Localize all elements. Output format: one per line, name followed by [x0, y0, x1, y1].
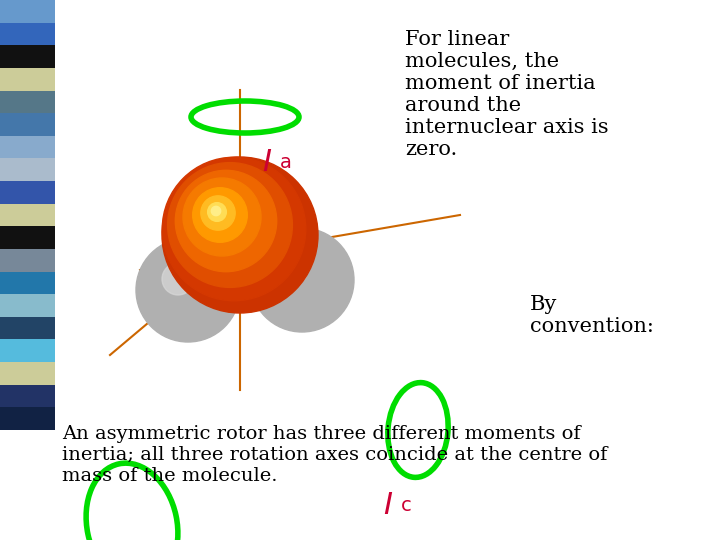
- Circle shape: [175, 170, 276, 272]
- Bar: [0, 272, 55, 294]
- Text: c: c: [401, 496, 412, 515]
- Bar: [0, 91, 55, 113]
- Circle shape: [193, 188, 247, 242]
- Circle shape: [162, 263, 194, 295]
- Text: $\it{I}$: $\it{I}$: [262, 147, 272, 178]
- Bar: [0, 249, 55, 272]
- Bar: [0, 226, 55, 249]
- Bar: [0, 362, 55, 384]
- Circle shape: [183, 178, 261, 256]
- Bar: [0, 294, 55, 317]
- Bar: [0, 181, 55, 204]
- Circle shape: [207, 202, 226, 221]
- Bar: [0, 113, 55, 136]
- Bar: [0, 317, 55, 340]
- Circle shape: [136, 238, 240, 342]
- Bar: [0, 340, 55, 362]
- Circle shape: [212, 206, 221, 215]
- Bar: [0, 158, 55, 181]
- Circle shape: [201, 196, 235, 230]
- Bar: [0, 68, 55, 91]
- Bar: [0, 407, 55, 430]
- Circle shape: [276, 253, 308, 285]
- Circle shape: [162, 157, 318, 313]
- Text: a: a: [280, 153, 292, 172]
- Bar: [0, 136, 55, 158]
- Text: For linear
molecules, the
moment of inertia
around the
internuclear axis is
zero: For linear molecules, the moment of iner…: [405, 30, 608, 159]
- Bar: [0, 204, 55, 226]
- Text: An asymmetric rotor has three different moments of
inertia; all three rotation a: An asymmetric rotor has three different …: [62, 425, 608, 484]
- Bar: [0, 23, 55, 45]
- Text: By
convention:: By convention:: [530, 295, 654, 336]
- Circle shape: [162, 157, 306, 301]
- Text: $\it{I}$: $\it{I}$: [383, 490, 393, 521]
- Bar: [0, 0, 55, 23]
- Bar: [0, 45, 55, 68]
- Bar: [0, 384, 55, 407]
- Circle shape: [250, 228, 354, 332]
- Circle shape: [168, 163, 292, 287]
